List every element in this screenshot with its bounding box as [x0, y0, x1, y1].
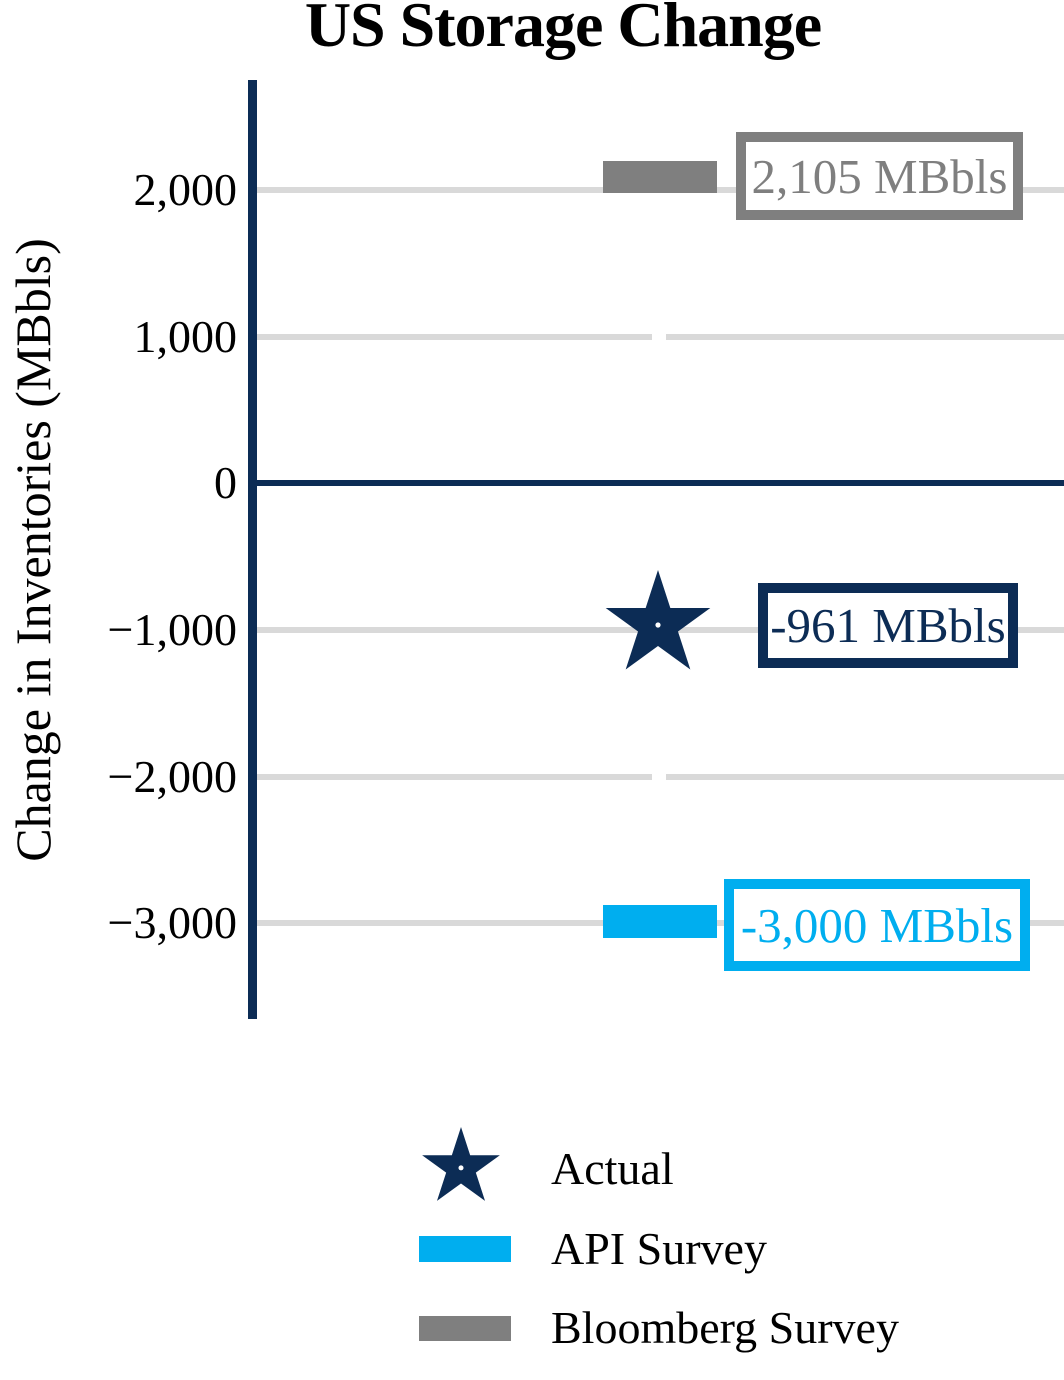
bloomberg-value-box: 2,105 MBbls [736, 132, 1023, 220]
api-value-label: -3,000 MBbls [740, 897, 1014, 953]
legend-api-label: API Survey [551, 1223, 767, 1274]
y-axis-line [248, 80, 257, 1019]
legend-actual-label: Actual [551, 1143, 674, 1194]
y-tick-label: −1,000 [107, 604, 237, 655]
y-tick-label: −3,000 [107, 897, 237, 948]
gridline-gap [652, 332, 666, 342]
legend-bloomberg-label: Bloomberg Survey [551, 1302, 899, 1353]
legend-bloomberg-swatch [419, 1316, 511, 1341]
api-survey-bar [603, 905, 717, 938]
actual-value-label: -961 MBbls [770, 598, 1006, 653]
y-tick-label: 0 [214, 457, 237, 508]
y-tick-label: −2,000 [107, 751, 237, 802]
gridline-gap [652, 772, 666, 782]
zero-baseline [248, 480, 1064, 486]
legend-api-swatch [419, 1236, 511, 1262]
actual-star-icon [605, 570, 711, 670]
bloomberg-value-label: 2,105 MBbls [751, 148, 1008, 204]
chart-title: US Storage Change [304, 0, 822, 60]
api-value-box: -3,000 MBbls [724, 879, 1030, 971]
actual-value-box: -961 MBbls [758, 583, 1018, 668]
y-tick-label: 1,000 [133, 311, 238, 362]
legend-actual-star-icon [422, 1127, 500, 1201]
y-tick-label: 2,000 [133, 164, 238, 215]
bloomberg-survey-bar [603, 161, 717, 193]
